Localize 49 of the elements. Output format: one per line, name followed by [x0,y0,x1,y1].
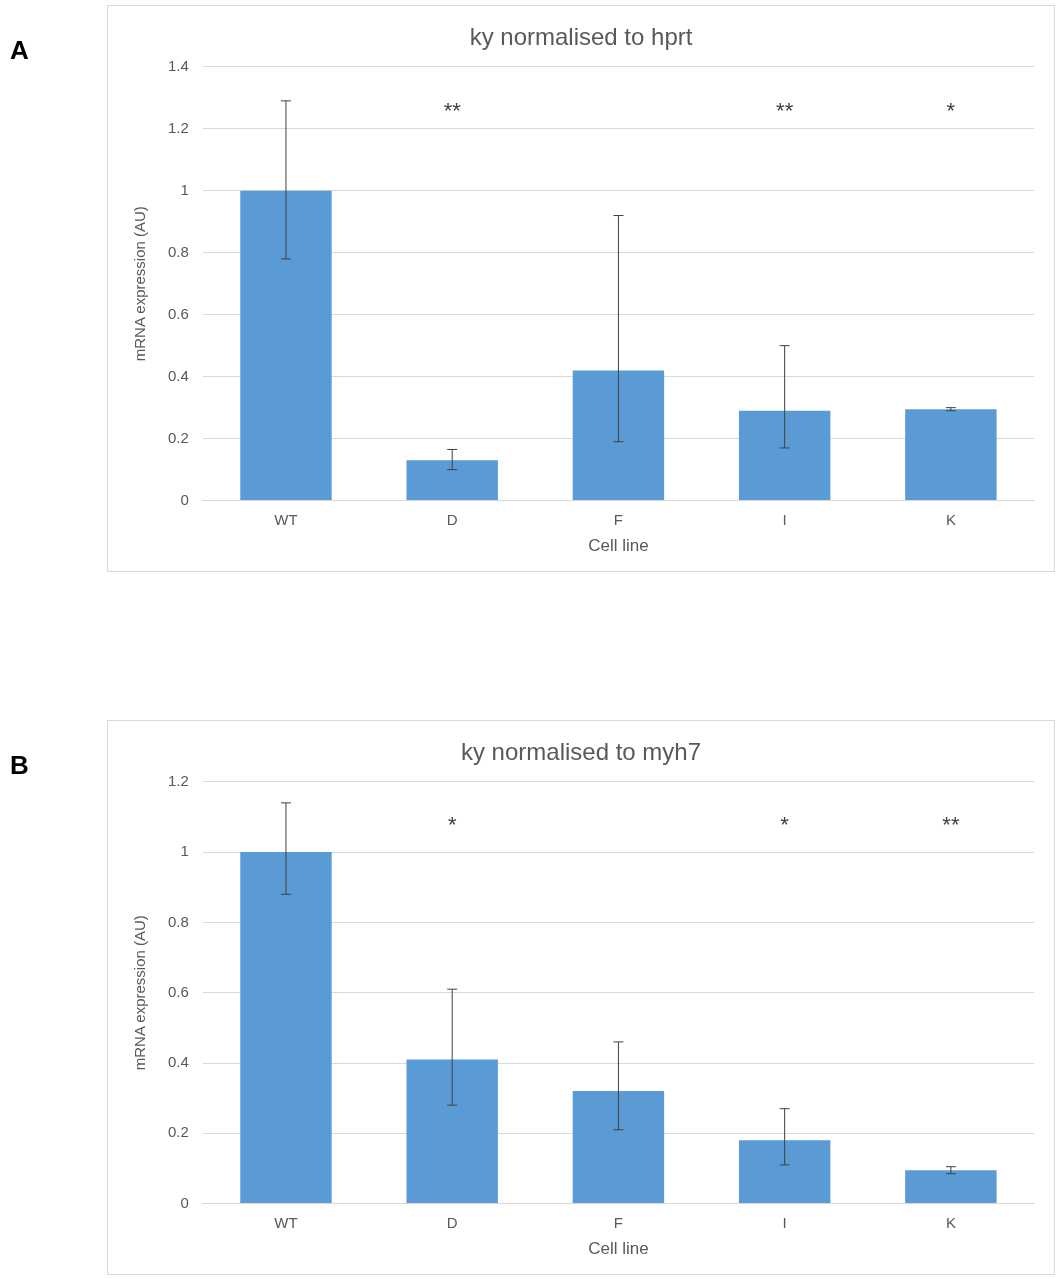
y-tick-label: 1 [180,842,189,860]
bar [572,1091,665,1204]
chart-title: ky normalised to myh7 [460,738,702,766]
annotation: * [447,812,457,838]
x-axis-title: Cell line [588,536,649,556]
text: A [10,35,29,66]
y-tick-label: 0.2 [167,1123,189,1141]
x-tick-label: K [945,1213,956,1231]
y-tick-label: 1.2 [167,118,189,136]
text: B [10,750,29,781]
x-tick-label: F [613,1213,624,1231]
bar [905,1170,997,1204]
y-tick-label: 0.8 [167,912,189,930]
bar [905,409,997,501]
y-tick-label: 0.6 [167,304,189,322]
y-tick-label: 0 [180,1193,189,1211]
bar [240,852,332,1204]
x-tick-label: K [945,510,956,528]
x-tick-label: I [782,1213,787,1231]
y-tick-label: 0 [180,490,189,508]
x-tick-label: I [782,510,787,528]
x-axis-title: Cell line [588,1239,649,1259]
y-tick-label: 1.2 [167,771,189,789]
bar [406,1059,498,1204]
x-tick-label: WT [274,1213,298,1231]
bar [738,410,831,501]
bar [572,370,665,501]
annotation: ** [776,98,794,124]
y-axis-title: mRNA expression (AU) [131,206,149,362]
y-tick-label: 0.4 [167,1053,189,1071]
x-tick-label: WT [274,510,298,528]
bar [738,1140,831,1204]
y-tick-label: 1 [180,180,189,198]
y-tick-label: 0.2 [167,428,189,446]
y-tick-label: 1.4 [167,56,189,74]
y-tick-label: 0.4 [167,366,189,384]
annotation: ** [443,98,462,124]
annotation: * [780,812,790,838]
y-tick-label: 0.6 [167,982,189,1000]
x-tick-label: D [446,510,458,528]
bar [240,190,332,501]
bar [406,460,498,501]
annotation: ** [942,812,960,838]
chart-title: ky normalised to hprt [469,23,693,51]
y-axis-title: mRNA expression (AU) [131,915,149,1071]
x-tick-label: D [446,1213,458,1231]
x-tick-label: F [613,510,624,528]
y-tick-label: 0.8 [167,242,189,260]
annotation: * [946,98,956,124]
